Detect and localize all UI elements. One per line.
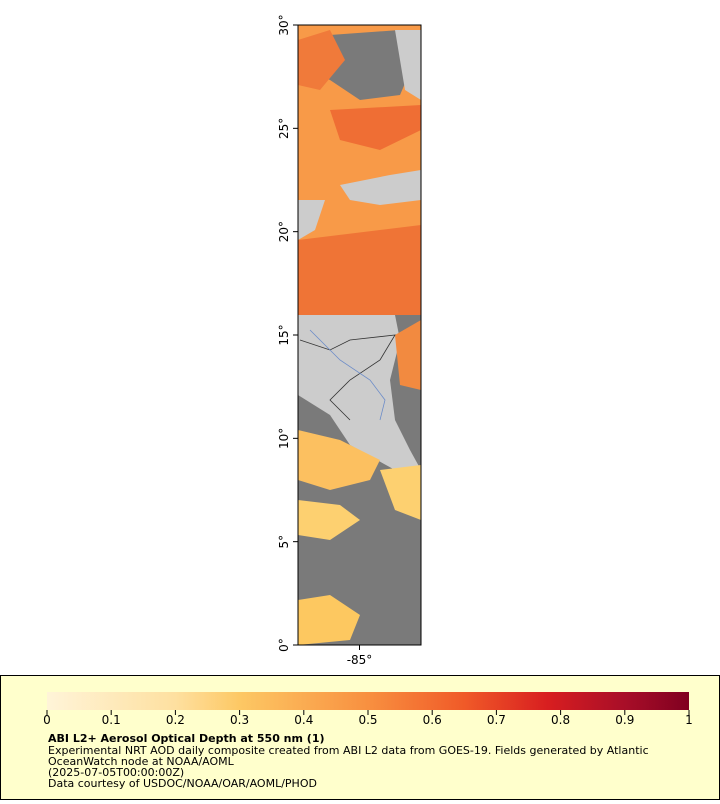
lat-tick-label: 15° (277, 324, 291, 345)
legend-title: ABI L2+ Aerosol Optical Depth at 550 nm … (48, 732, 325, 745)
colorbar-tick-label: 0.2 (166, 713, 185, 727)
legend-line: Experimental NRT AOD daily composite cre… (48, 744, 649, 757)
lat-tick-label: 20° (277, 221, 291, 242)
lat-tick-label: 30° (277, 14, 291, 35)
colorbar-tick-label: 0.3 (230, 713, 249, 727)
colorbar-tick-label: 0.5 (358, 713, 377, 727)
lat-tick-label: 0° (277, 638, 291, 652)
legend-line: Data courtesy of USDOC/NOAA/OAR/AOML/PHO… (48, 777, 317, 790)
colorbar-tick-label: 1 (685, 713, 693, 727)
colorbar-tick-label: 0.9 (615, 713, 634, 727)
colorbar-tick-label: 0.8 (551, 713, 570, 727)
legend-line: OceanWatch node at NOAA/AOML (48, 755, 235, 768)
lat-tick-label: 10° (277, 428, 291, 449)
colorbar-tick-label: 0.6 (423, 713, 442, 727)
colorbar-tick-label: 0.7 (487, 713, 506, 727)
colorbar-tick-label: 0.4 (294, 713, 313, 727)
lat-tick-label: 25° (277, 118, 291, 139)
colorbar (47, 692, 689, 710)
map-image (298, 25, 421, 645)
colorbar-tick-label: 0 (43, 713, 51, 727)
lat-tick-label: 5° (277, 535, 291, 549)
legend-line: (2025-07-05T00:00:00Z) (48, 766, 184, 779)
colorbar-tick-label: 0.1 (102, 713, 121, 727)
lon-tick-label: -85° (347, 653, 373, 667)
